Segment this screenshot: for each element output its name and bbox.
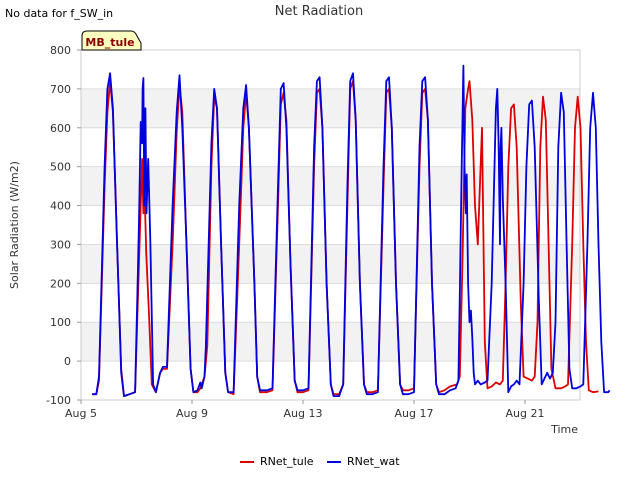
x-tick-label: Aug 9 xyxy=(176,407,208,420)
legend: RNet_tule RNet_wat xyxy=(240,455,400,468)
legend-label-wat: RNet_wat xyxy=(347,455,400,468)
y-tick-label: -100 xyxy=(46,394,71,407)
y-tick-label: 400 xyxy=(50,200,71,213)
plot-band xyxy=(81,244,580,284)
site-badge-label: MB_tule xyxy=(85,36,134,49)
y-tick-label: 800 xyxy=(50,44,71,57)
plot-band xyxy=(81,88,580,128)
y-tick-label: 200 xyxy=(50,277,71,290)
no-data-note: No data for f_SW_in xyxy=(5,7,114,20)
series-group xyxy=(92,64,611,397)
x-tick-label: Aug 5 xyxy=(65,407,97,420)
y-axis-title: Solar Radiation (W/m2) xyxy=(8,161,21,289)
plot-area xyxy=(80,49,581,401)
chart-title: Net Radiation xyxy=(275,4,363,19)
x-tick-label: Aug 13 xyxy=(284,407,323,420)
x-axis: Aug 5 Aug 9 Aug 13 Aug 17 Aug 21 xyxy=(65,400,544,420)
y-tick-label: 300 xyxy=(50,238,71,251)
y-tick-label: 700 xyxy=(50,83,71,96)
y-axis: -100 0 100 200 300 400 500 600 700 800 xyxy=(46,44,81,407)
plot-band xyxy=(81,166,580,206)
y-tick-label: 500 xyxy=(50,161,71,174)
site-badge: MB_tule xyxy=(81,30,142,51)
y-tick-label: 0 xyxy=(64,355,71,368)
x-tick-label: Aug 17 xyxy=(395,407,434,420)
y-tick-label: 600 xyxy=(50,122,71,135)
site-badge-shape xyxy=(81,30,142,51)
x-axis-title: Time xyxy=(550,423,578,436)
x-tick-label: Aug 21 xyxy=(506,407,545,420)
y-tick-label: 100 xyxy=(50,316,71,329)
legend-label-tule: RNet_tule xyxy=(260,455,314,468)
series-line-rnet-wat xyxy=(92,64,611,397)
plot-band xyxy=(81,322,580,362)
